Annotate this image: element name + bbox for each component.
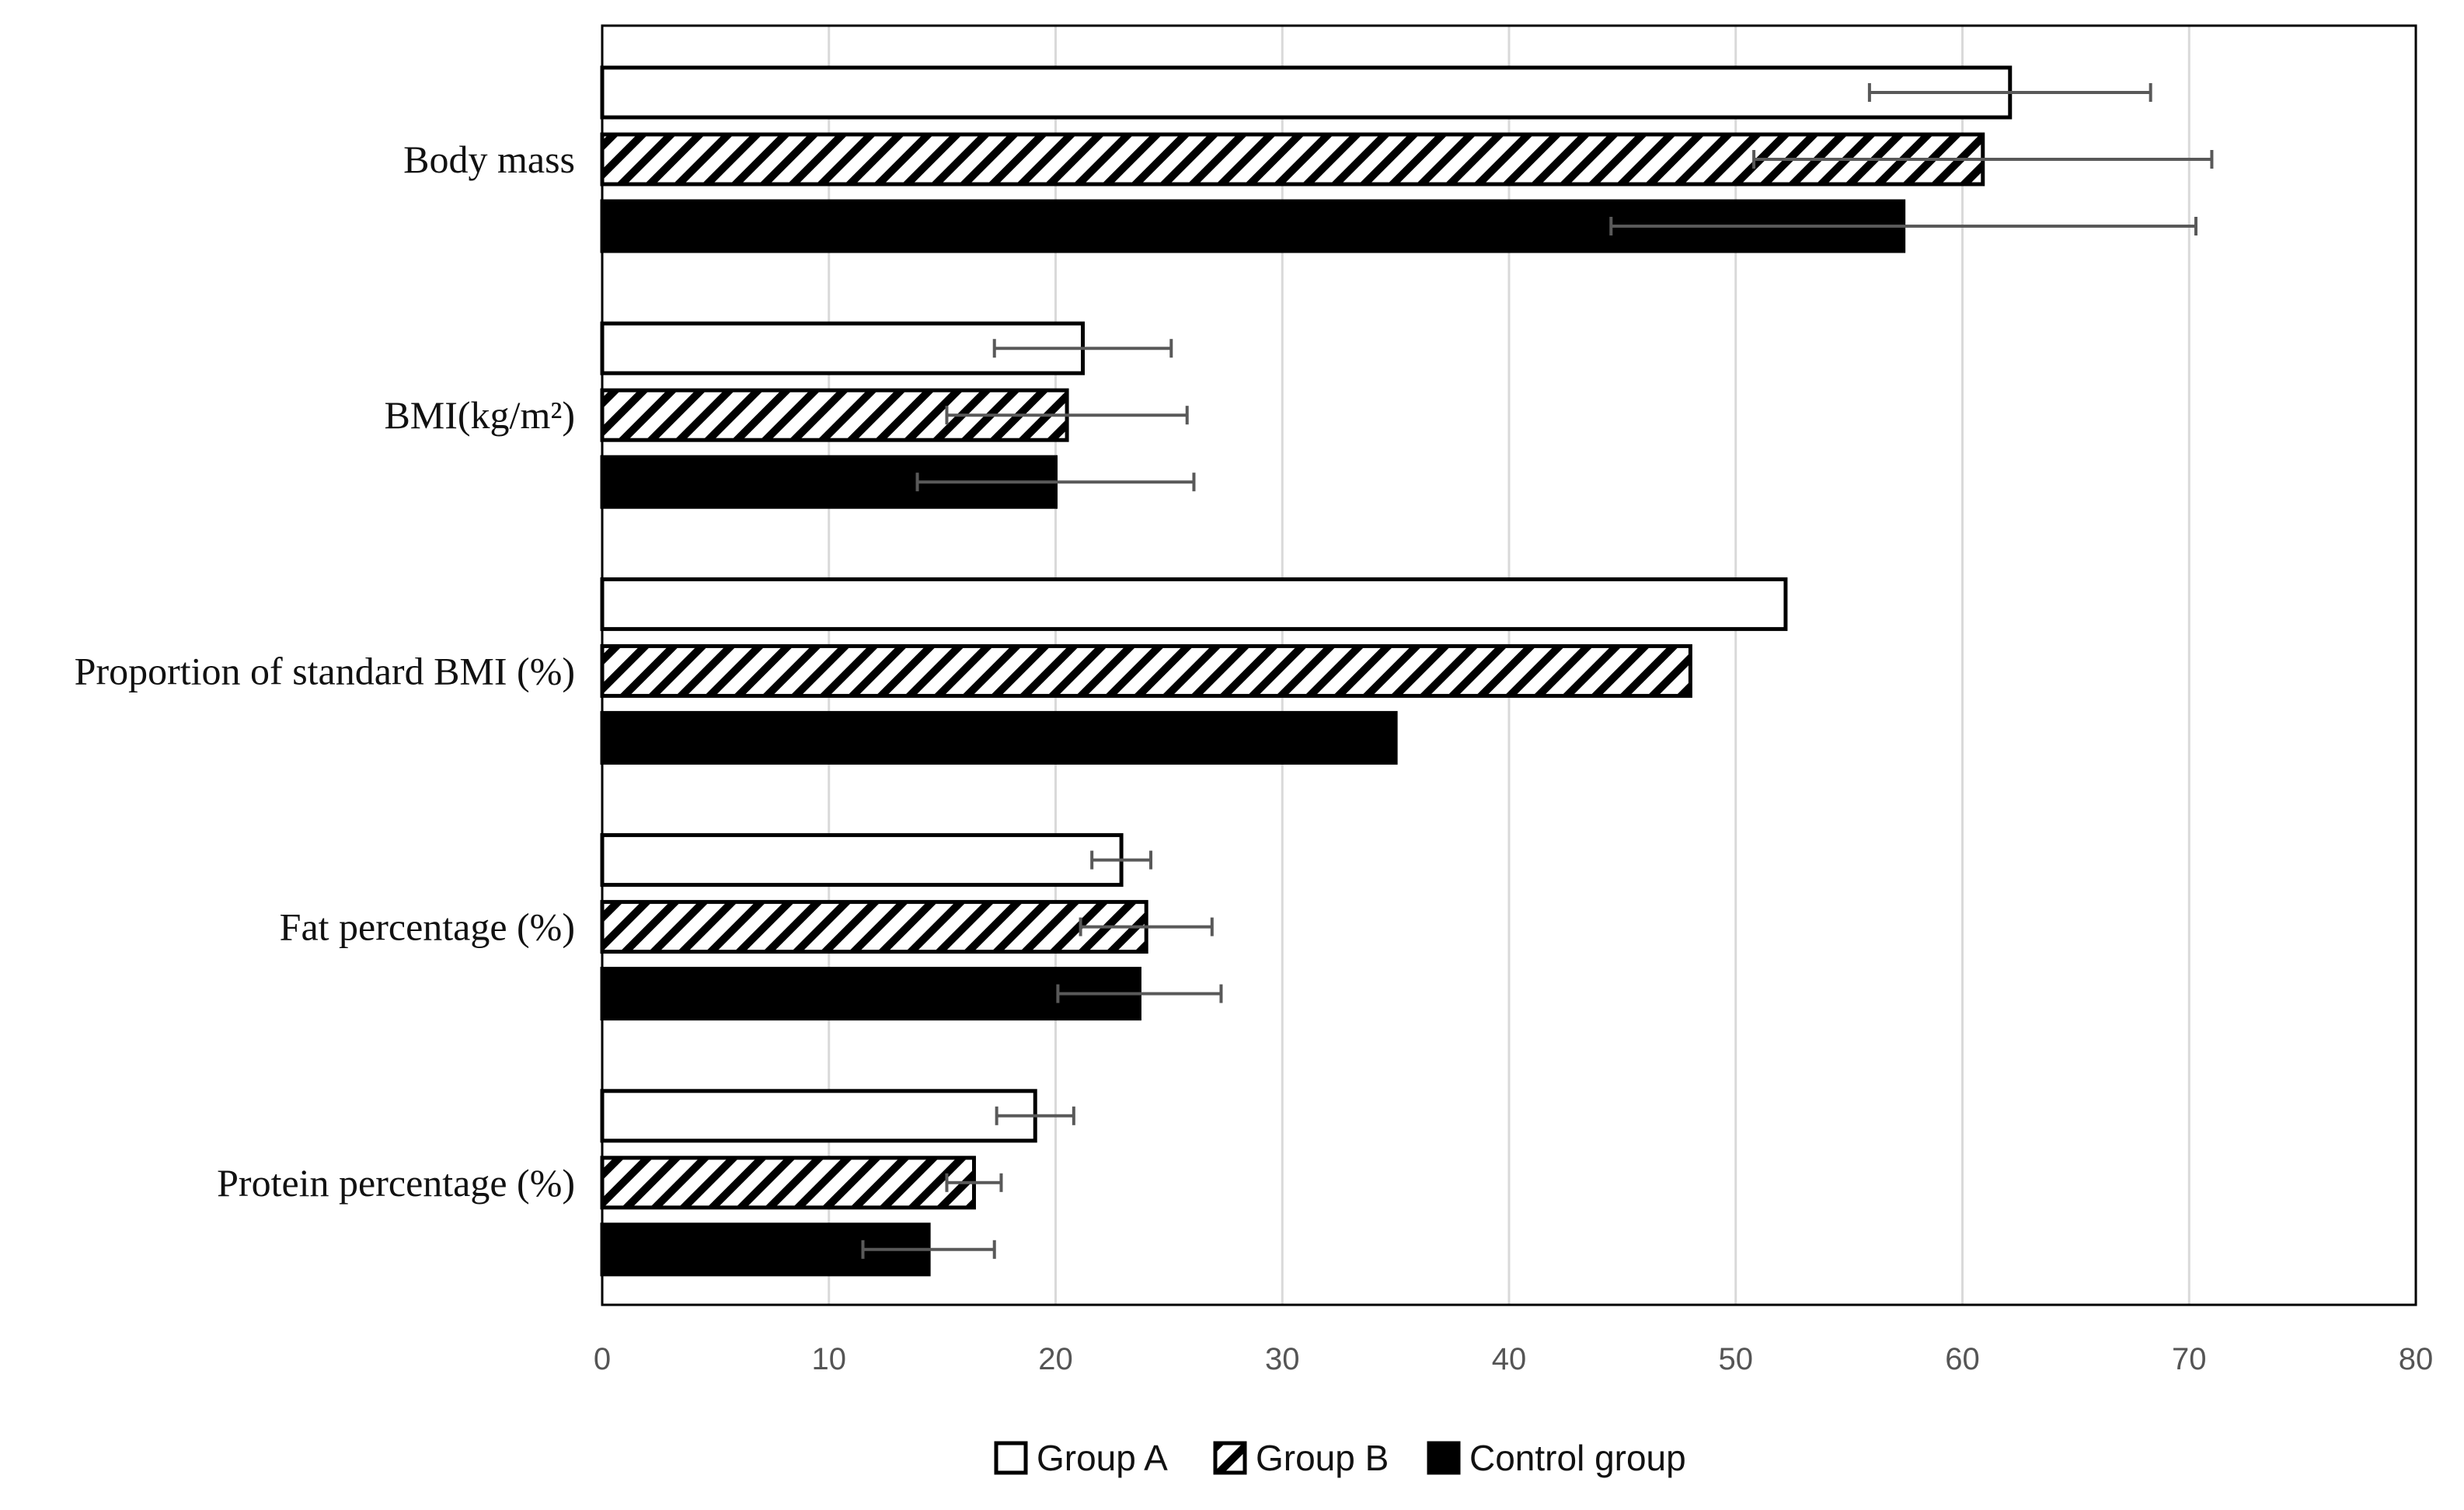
bar-control-group-proportion-of-standard-bmi bbox=[600, 710, 1398, 765]
legend-label-group-a: Group A bbox=[1037, 1438, 1168, 1478]
error-bar-group-a-protein-percentage bbox=[995, 1106, 1075, 1125]
plot-area-border bbox=[601, 24, 2417, 1306]
x-axis-tick-labels: 0 10 20 30 40 50 60 70 80 bbox=[594, 1342, 2433, 1376]
x-tick-label: 40 bbox=[1492, 1342, 1527, 1376]
legend-swatch-group-b bbox=[1213, 1441, 1247, 1475]
error-bar-group-a-body-mass bbox=[1867, 83, 2152, 102]
x-tick-label: 50 bbox=[1719, 1342, 1754, 1376]
bar-group-b-proportion-of-standard-bmi bbox=[600, 643, 1692, 698]
category-label: Body mass bbox=[403, 138, 575, 181]
legend-swatch-control-group bbox=[1427, 1441, 1461, 1475]
category-labels: Body mass BMI(kg/m²) Proportion of standar… bbox=[75, 138, 575, 1205]
error-bar-group-a-bmi-kg-m bbox=[992, 339, 1173, 358]
error-bars bbox=[861, 83, 2214, 1259]
x-tick-label: 0 bbox=[594, 1342, 611, 1376]
x-tick-label: 80 bbox=[2399, 1342, 2434, 1376]
bar-control-group-fat-percentage bbox=[600, 967, 1141, 1021]
bar-group-a-proportion-of-standard-bmi bbox=[600, 577, 1788, 631]
error-bar-group-b-fat-percentage bbox=[1079, 917, 1214, 936]
x-tick-label: 10 bbox=[812, 1342, 847, 1376]
bar-group-a-fat-percentage bbox=[600, 833, 1124, 888]
error-bar-control-group-body-mass bbox=[1609, 217, 2198, 235]
error-bar-group-b-protein-percentage bbox=[945, 1173, 1003, 1192]
category-label: Proportion of standard BMI (%) bbox=[75, 649, 575, 692]
category-label: Protein percentage (%) bbox=[217, 1161, 575, 1205]
x-tick-label: 30 bbox=[1265, 1342, 1300, 1376]
x-tick-label: 60 bbox=[1945, 1342, 1980, 1376]
error-bar-group-b-bmi-kg-m bbox=[945, 406, 1189, 425]
x-tick-label: 70 bbox=[2172, 1342, 2207, 1376]
error-bar-control-group-protein-percentage bbox=[861, 1240, 996, 1259]
bar-group-a-protein-percentage bbox=[600, 1089, 1037, 1143]
category-label: Fat percentage (%) bbox=[280, 905, 575, 949]
x-tick-label: 20 bbox=[1038, 1342, 1073, 1376]
legend-label-group-b: Group B bbox=[1256, 1438, 1389, 1478]
legend-label-control-group: Control group bbox=[1469, 1438, 1686, 1478]
bar-group-a-body-mass bbox=[600, 65, 2013, 120]
error-bar-control-group-fat-percentage bbox=[1056, 984, 1223, 1003]
legend-swatch-group-a bbox=[994, 1441, 1028, 1475]
bar-group-b-protein-percentage bbox=[600, 1156, 976, 1210]
category-label: BMI(kg/m²) bbox=[384, 393, 575, 437]
bar-group-b-fat-percentage bbox=[600, 900, 1148, 954]
bars bbox=[600, 65, 2013, 1277]
legend: Group A Group B Control group bbox=[994, 1438, 1686, 1478]
error-bar-control-group-bmi-kg-m bbox=[915, 473, 1196, 492]
error-bar-group-b-body-mass bbox=[1752, 150, 2214, 169]
error-bar-group-a-fat-percentage bbox=[1090, 850, 1153, 870]
